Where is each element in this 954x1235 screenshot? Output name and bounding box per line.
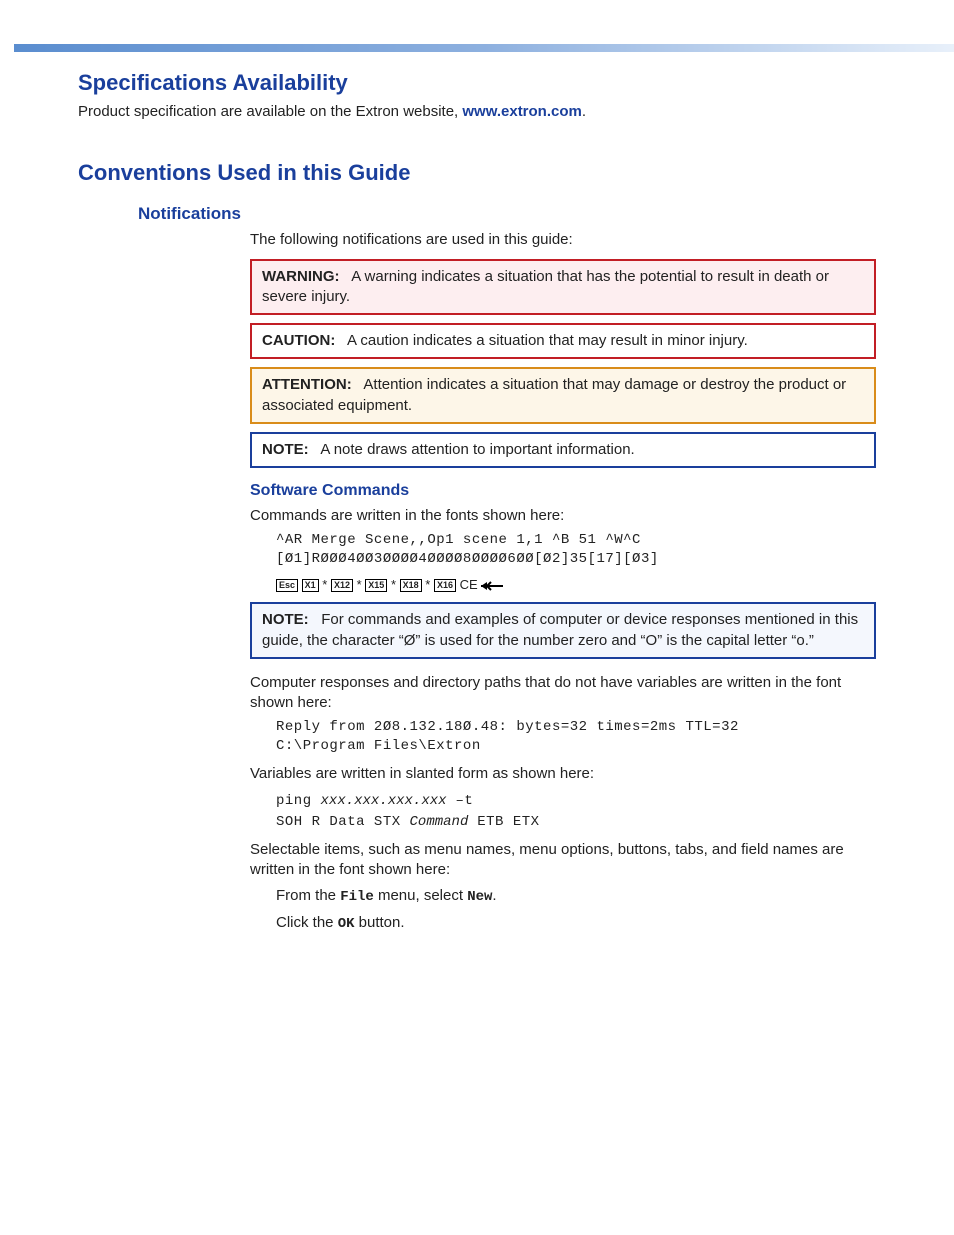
- specs-period: .: [582, 103, 586, 120]
- specs-paragraph: Product specification are available on t…: [78, 102, 876, 122]
- note-box: NOTE: A note draws attention to importan…: [250, 432, 876, 468]
- responses-intro: Computer responses and directory paths t…: [250, 673, 876, 714]
- heading-specifications: Specifications Availability: [78, 70, 876, 96]
- x12-key: X12: [331, 579, 353, 592]
- sel1-c: menu, select: [374, 887, 467, 904]
- caution-box: CAUTION: A caution indicates a situation…: [250, 323, 876, 359]
- sel2-c: button.: [355, 914, 405, 931]
- page-content: Specifications Availability Product spec…: [0, 70, 954, 1000]
- x1-key: X1: [302, 579, 319, 592]
- software-intro: Commands are written in the fonts shown …: [250, 506, 876, 526]
- response-line-1: Reply from 2Ø8.132.18Ø.48: bytes=32 time…: [276, 719, 876, 735]
- var1-c: –t: [447, 793, 474, 809]
- variable-line-1: ping xxx.xxx.xxx.xxx –t: [276, 791, 876, 809]
- x15-key: X15: [365, 579, 387, 592]
- star-2: *: [357, 577, 362, 592]
- star-3: *: [391, 577, 396, 592]
- esc-key: Esc: [276, 579, 298, 592]
- sel1-e: .: [492, 887, 496, 904]
- note-text: A note draws attention to important info…: [320, 441, 634, 458]
- sel2-b: OK: [338, 916, 355, 932]
- selectable-line-1: From the File menu, select New.: [276, 886, 876, 907]
- attention-label: ATTENTION:: [262, 376, 352, 393]
- heading-software-commands: Software Commands: [250, 482, 876, 500]
- extron-link[interactable]: www.extron.com: [462, 103, 581, 120]
- response-line-2: C:\Program Files\Extron: [276, 738, 876, 754]
- selectable-line-2: Click the OK button.: [276, 913, 876, 934]
- warning-box: WARNING: A warning indicates a situation…: [250, 259, 876, 316]
- var2-c: ETB ETX: [468, 814, 539, 830]
- heading-conventions: Conventions Used in this Guide: [78, 160, 876, 186]
- variables-intro: Variables are written in slanted form as…: [250, 764, 876, 784]
- var1-a: ping: [276, 793, 321, 809]
- selectable-intro: Selectable items, such as menu names, me…: [250, 840, 876, 881]
- x18-key: X18: [400, 579, 422, 592]
- var1-b: xxx.xxx.xxx.xxx: [321, 793, 447, 809]
- x16-key: X16: [434, 579, 456, 592]
- return-arrow-icon: [481, 580, 503, 592]
- var2-a: SOH R Data STX: [276, 814, 410, 830]
- note2-label: NOTE:: [262, 611, 309, 628]
- var2-b: Command: [410, 814, 469, 830]
- note2-text: For commands and examples of computer or…: [262, 611, 858, 648]
- warning-text: A warning indicates a situation that has…: [262, 268, 829, 305]
- sel1-a: From the: [276, 887, 340, 904]
- command-line-1: ^AR Merge Scene,,Op1 scene 1,1 ^B 51 ^W^…: [276, 532, 876, 548]
- heading-notifications: Notifications: [138, 204, 876, 224]
- notifications-intro: The following notifications are used in …: [250, 230, 876, 250]
- sel1-b: File: [340, 889, 374, 905]
- warning-label: WARNING:: [262, 268, 340, 285]
- notifications-section: The following notifications are used in …: [250, 230, 876, 934]
- command-key-row: Esc X1 * X12 * X15 * X18 * X16 CE: [276, 577, 876, 592]
- caution-label: CAUTION:: [262, 332, 335, 349]
- note-box-2: NOTE: For commands and examples of compu…: [250, 602, 876, 659]
- star-4: *: [425, 577, 430, 592]
- header-gradient-bar: [14, 44, 954, 52]
- star-1: *: [322, 577, 327, 592]
- sel2-a: Click the: [276, 914, 338, 931]
- caution-text: A caution indicates a situation that may…: [347, 332, 748, 349]
- attention-box: ATTENTION: Attention indicates a situati…: [250, 367, 876, 424]
- ce-text: CE: [460, 577, 478, 592]
- command-line-2: [Ø1]RØØØ4ØØ3ØØØØ4ØØØØ8ØØØØ6ØØ[Ø2]35[17][…: [276, 551, 876, 567]
- note-label: NOTE:: [262, 441, 309, 458]
- specs-text: Product specification are available on t…: [78, 103, 462, 120]
- variable-line-2: SOH R Data STX Command ETB ETX: [276, 812, 876, 830]
- sel1-d: New: [467, 889, 492, 905]
